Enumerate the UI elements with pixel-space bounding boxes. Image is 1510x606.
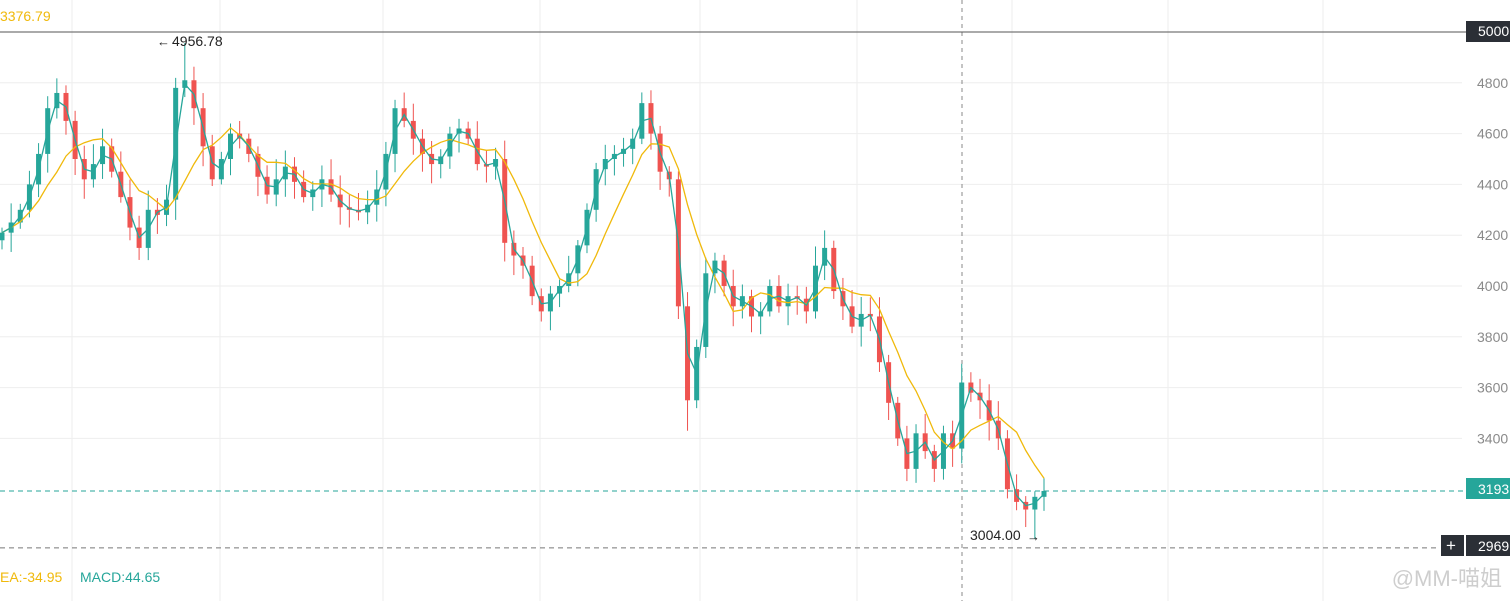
crosshair-price-badge: 2969 [1478,538,1509,554]
ma-value-label: 3376.79 [0,8,51,24]
resistance-badge-bg [1466,21,1510,42]
price-axis: 3400 3600 3800 4000 4200 4400 4600 4800 [1477,75,1508,447]
price-lines [0,31,1466,549]
resistance-badge: 5000 [1478,23,1509,39]
y-tick-label: 3400 [1477,430,1508,446]
plus-icon[interactable]: + [1446,536,1456,555]
last-price-badge: 3193 [1478,481,1509,497]
ma-fast-line [1,82,1045,507]
annotations: 3376.79 4956.78 ← 3004.00 → EA:-34.95 MA… [0,8,1040,585]
candle-body [0,232,5,241]
y-tick-label: 3800 [1477,329,1508,345]
last-price-badge-bg [1466,478,1510,499]
candles [0,42,1047,539]
y-tick-label: 4600 [1477,126,1508,142]
candle-body [1041,490,1047,497]
low-arrow-icon: → [1027,529,1040,544]
y-tick-label: 4400 [1477,176,1508,192]
y-tick-label: 4200 [1477,227,1508,243]
watermark: @MM-喵姐 [1391,566,1502,591]
ma-slow-line [1,126,1045,479]
add-alert-button[interactable] [1441,535,1464,556]
high-price-label: 4956.78 [172,33,223,49]
dea-label: EA:-34.95 [0,569,62,585]
y-tick-label: 4800 [1477,75,1508,91]
low-price-label: 3004.00 [970,527,1021,543]
price-badges: 5000 3193 2969 + [1441,21,1510,556]
y-tick-label: 3600 [1477,380,1508,396]
macd-label: MACD:44.65 [80,569,160,585]
high-arrow-icon: ← [157,34,170,49]
y-tick-label: 4000 [1477,278,1508,294]
crosshair-badge-bg [1466,535,1510,556]
moving-averages [1,82,1045,507]
